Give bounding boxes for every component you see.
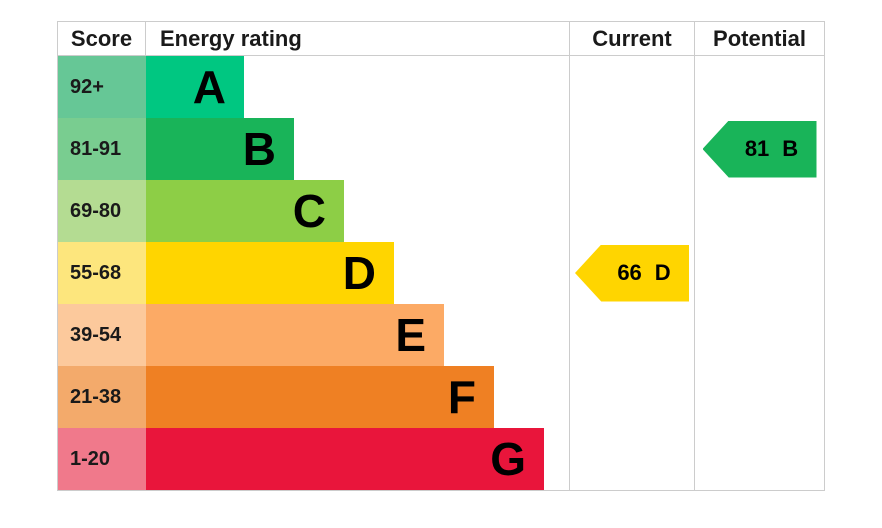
band-row: 39-54 E — [58, 304, 824, 366]
score-cell: 1-20 — [58, 428, 146, 490]
potential-rating-arrow: 81 B — [702, 120, 817, 178]
score-range-label: 69-80 — [70, 199, 122, 222]
current-cell: 66 D — [569, 242, 694, 304]
energy-rating-cell: C — [146, 180, 569, 242]
current-cell — [569, 56, 694, 118]
rating-letter: G — [490, 433, 526, 485]
energy-rating-cell: E — [146, 304, 569, 366]
rating-letter: C — [292, 185, 326, 237]
rating-bar: G — [146, 428, 544, 490]
band-row: 81-91 B 81 B — [58, 118, 824, 180]
score-cell: 69-80 — [58, 180, 146, 242]
epc-table: Score Energy rating Current Potential 92… — [57, 21, 825, 491]
energy-rating-column-header: Energy rating — [160, 25, 302, 51]
rating-letter: F — [447, 371, 476, 423]
energy-rating-cell: B — [146, 118, 569, 180]
potential-cell — [694, 366, 824, 428]
band-row: 1-20 G — [58, 428, 824, 490]
energy-rating-cell: F — [146, 366, 569, 428]
current-rating-arrow: 66 D — [575, 244, 689, 302]
band-row: 21-38 F — [58, 366, 824, 428]
score-range-label: 1-20 — [70, 447, 111, 470]
score-column-header: Score — [58, 22, 146, 55]
band-rows: 92+ A 81-91 B 81 B 69-80 C — [58, 56, 824, 490]
energy-rating-cell: D — [146, 242, 569, 304]
potential-column-header: Potential — [694, 22, 824, 55]
rating-bar: F — [146, 366, 494, 428]
rating-bar: B — [146, 118, 294, 180]
score-range-label: 92+ — [70, 75, 104, 98]
potential-cell — [694, 56, 824, 118]
current-cell — [569, 304, 694, 366]
rating-letter: A — [192, 61, 226, 113]
score-cell: 92+ — [58, 56, 146, 118]
rating-bar: A — [146, 56, 244, 118]
current-cell — [569, 366, 694, 428]
rating-bar: D — [146, 242, 394, 304]
score-range-label: 21-38 — [70, 385, 122, 408]
potential-cell — [694, 304, 824, 366]
score-cell: 39-54 — [58, 304, 146, 366]
current-column-header: Current — [569, 22, 694, 55]
current-cell — [569, 180, 694, 242]
energy-rating-cell: A — [146, 56, 569, 118]
rating-letter: B — [242, 123, 276, 175]
score-range-label: 81-91 — [70, 137, 122, 160]
band-row: 69-80 C — [58, 180, 824, 242]
potential-rating-letter: B — [782, 136, 799, 161]
band-row: 55-68 D 66 D — [58, 242, 824, 304]
score-range-label: 55-68 — [70, 261, 122, 284]
score-cell: 21-38 — [58, 366, 146, 428]
score-cell: 55-68 — [58, 242, 146, 304]
potential-cell — [694, 180, 824, 242]
score-cell: 81-91 — [58, 118, 146, 180]
potential-cell — [694, 428, 824, 490]
potential-cell — [694, 242, 824, 304]
current-rating-letter: D — [654, 260, 671, 285]
potential-cell: 81 B — [694, 118, 824, 180]
current-rating-value: 66 — [617, 260, 642, 285]
rating-letter: E — [395, 309, 426, 361]
energy-rating-cell: G — [146, 428, 569, 490]
current-cell — [569, 428, 694, 490]
rating-bar: C — [146, 180, 344, 242]
band-row: 92+ A — [58, 56, 824, 118]
potential-rating-value: 81 — [744, 136, 770, 161]
rating-bar: E — [146, 304, 444, 366]
table-header: Score Energy rating Current Potential — [58, 22, 824, 56]
current-cell — [569, 118, 694, 180]
score-range-label: 39-54 — [70, 323, 122, 346]
rating-letter: D — [342, 247, 376, 299]
